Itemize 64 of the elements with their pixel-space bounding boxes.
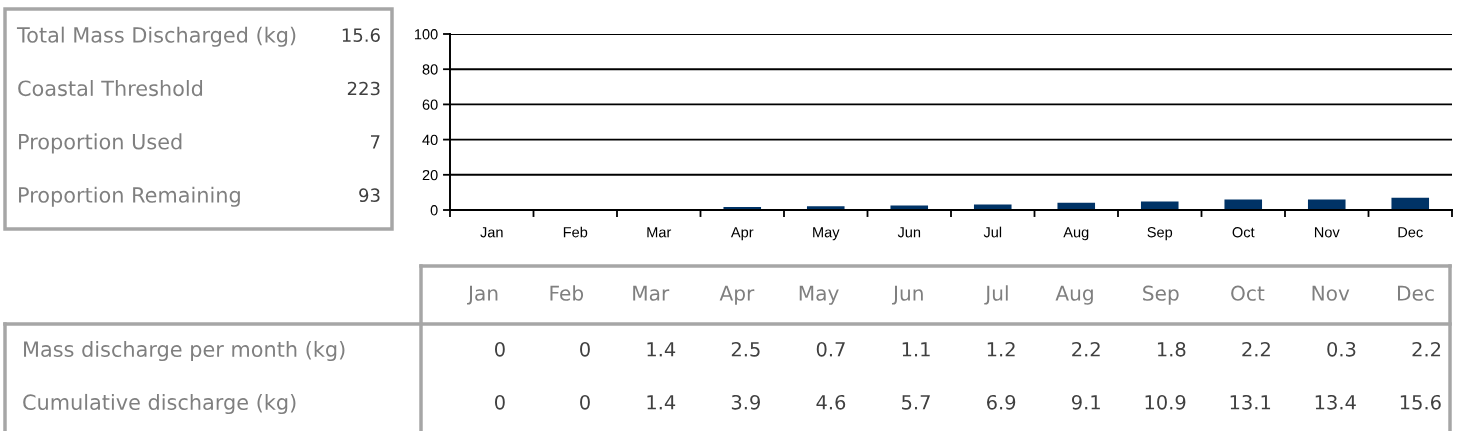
x-tick-label: Feb bbox=[563, 226, 588, 238]
x-tick-label: Nov bbox=[1314, 227, 1340, 238]
data-label: 1.8 bbox=[1157, 341, 1186, 357]
data-label: 0 bbox=[580, 394, 590, 410]
x-tick-label: Dec bbox=[1398, 227, 1423, 238]
category-label: Total Mass Discharged (kg) bbox=[16, 26, 296, 47]
category-label: Apr bbox=[719, 285, 755, 305]
category-label: Oct bbox=[1231, 285, 1265, 301]
x-tick-label: Sep bbox=[1147, 227, 1173, 241]
data-label: 15.6 bbox=[342, 28, 380, 42]
data-label: 3.9 bbox=[731, 394, 760, 410]
data-label: 5.7 bbox=[902, 395, 930, 410]
category-label: Dec bbox=[1398, 285, 1434, 301]
category-label: Aug bbox=[1055, 285, 1093, 305]
x-tick-label: Jun bbox=[897, 227, 921, 238]
category-label: May bbox=[799, 285, 839, 305]
category-label: Coastal Threshold bbox=[18, 80, 203, 97]
data-label: 4.6 bbox=[816, 394, 846, 410]
category-label: Proportion Used bbox=[19, 133, 182, 154]
data-label: 2.2 bbox=[1072, 341, 1100, 357]
category-label: Sep bbox=[1143, 285, 1179, 305]
data-label: 2.2 bbox=[1242, 341, 1270, 357]
data-label: 223 bbox=[347, 81, 380, 96]
data-label: 1.1 bbox=[902, 342, 930, 357]
data-label: 13.1 bbox=[1230, 394, 1271, 410]
x-tick-label: Mar bbox=[647, 227, 672, 238]
category-label: Jan bbox=[467, 285, 498, 305]
data-label: 13.4 bbox=[1315, 394, 1356, 410]
text: Mass discharge per month (kg) bbox=[24, 340, 345, 362]
data-label: 15.6 bbox=[1400, 394, 1441, 410]
category-label: Jul bbox=[984, 285, 1008, 305]
y-tick-label: 60 bbox=[422, 99, 438, 110]
y-tick-label: 80 bbox=[422, 64, 438, 75]
data-label: 0 bbox=[494, 341, 505, 357]
data-label: 2.5 bbox=[731, 341, 760, 357]
data-label: 2.2 bbox=[1412, 341, 1441, 357]
y-tick-label: 0 bbox=[430, 205, 438, 216]
data-label: 10.9 bbox=[1145, 394, 1186, 410]
data-label: 9.1 bbox=[1071, 394, 1100, 410]
x-tick-label: Apr bbox=[730, 227, 754, 241]
data-label: 6.9 bbox=[987, 394, 1016, 410]
category-label: Mar bbox=[633, 285, 670, 301]
x-tick-label: Aug bbox=[1063, 227, 1089, 241]
data-label: 0 bbox=[494, 394, 505, 410]
category-label: Jun bbox=[891, 285, 923, 305]
data-label: 0 bbox=[580, 341, 590, 357]
x-tick-label: Oct bbox=[1232, 227, 1255, 238]
x-tick-label: Jan bbox=[480, 227, 503, 238]
y-tick-label: 100 bbox=[414, 29, 438, 40]
data-label: 93 bbox=[359, 188, 380, 203]
data-label: 0.3 bbox=[1327, 341, 1356, 357]
category-label: Proportion Remaining bbox=[19, 186, 240, 207]
category-label: Nov bbox=[1312, 285, 1350, 301]
data-label: 7 bbox=[370, 135, 380, 149]
y-tick-label: 40 bbox=[422, 134, 438, 146]
data-label: 0.7 bbox=[816, 341, 845, 357]
data-label: 1.2 bbox=[987, 341, 1015, 357]
category-label: Feb bbox=[550, 285, 584, 301]
data-label: 1.4 bbox=[647, 395, 676, 410]
text: Cumulative discharge (kg) bbox=[23, 393, 296, 415]
x-tick-label: Jul bbox=[983, 226, 1002, 238]
x-tick-label: May bbox=[813, 227, 840, 241]
data-label: 1.4 bbox=[647, 342, 676, 357]
y-tick-label: 20 bbox=[422, 169, 438, 181]
